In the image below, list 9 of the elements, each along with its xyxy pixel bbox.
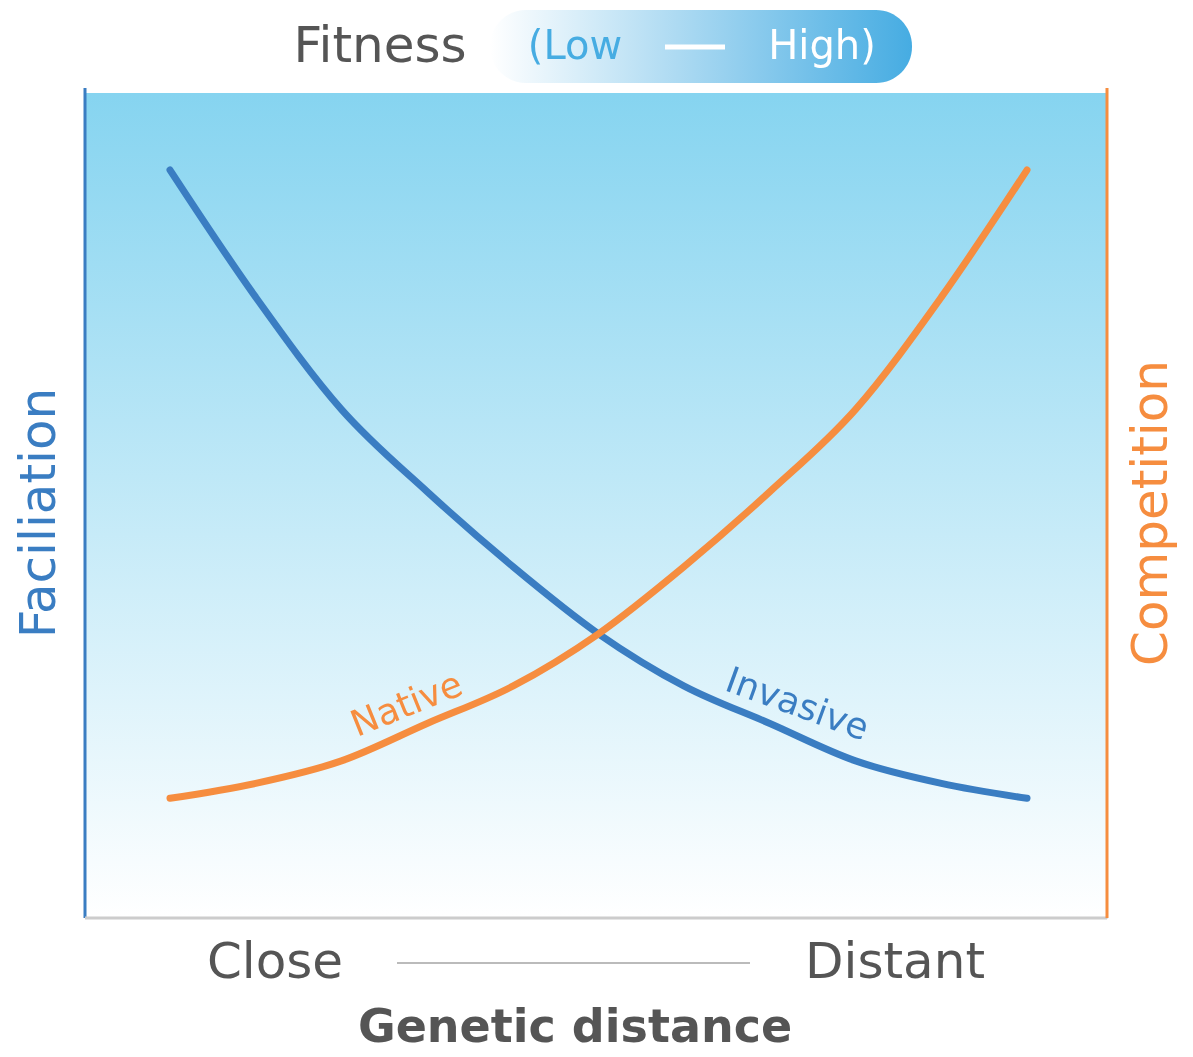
chart-title: Fitness [293, 16, 467, 74]
x-axis-title: Genetic distance [357, 999, 793, 1053]
text: Close [206, 932, 344, 990]
text: (Low [527, 22, 623, 68]
text: Native [344, 662, 469, 745]
y2-axis-title: Competition [1121, 360, 1179, 666]
text: Distant [805, 932, 985, 990]
y-axis-title: Faciliation [9, 387, 67, 639]
text: High) [768, 22, 876, 68]
